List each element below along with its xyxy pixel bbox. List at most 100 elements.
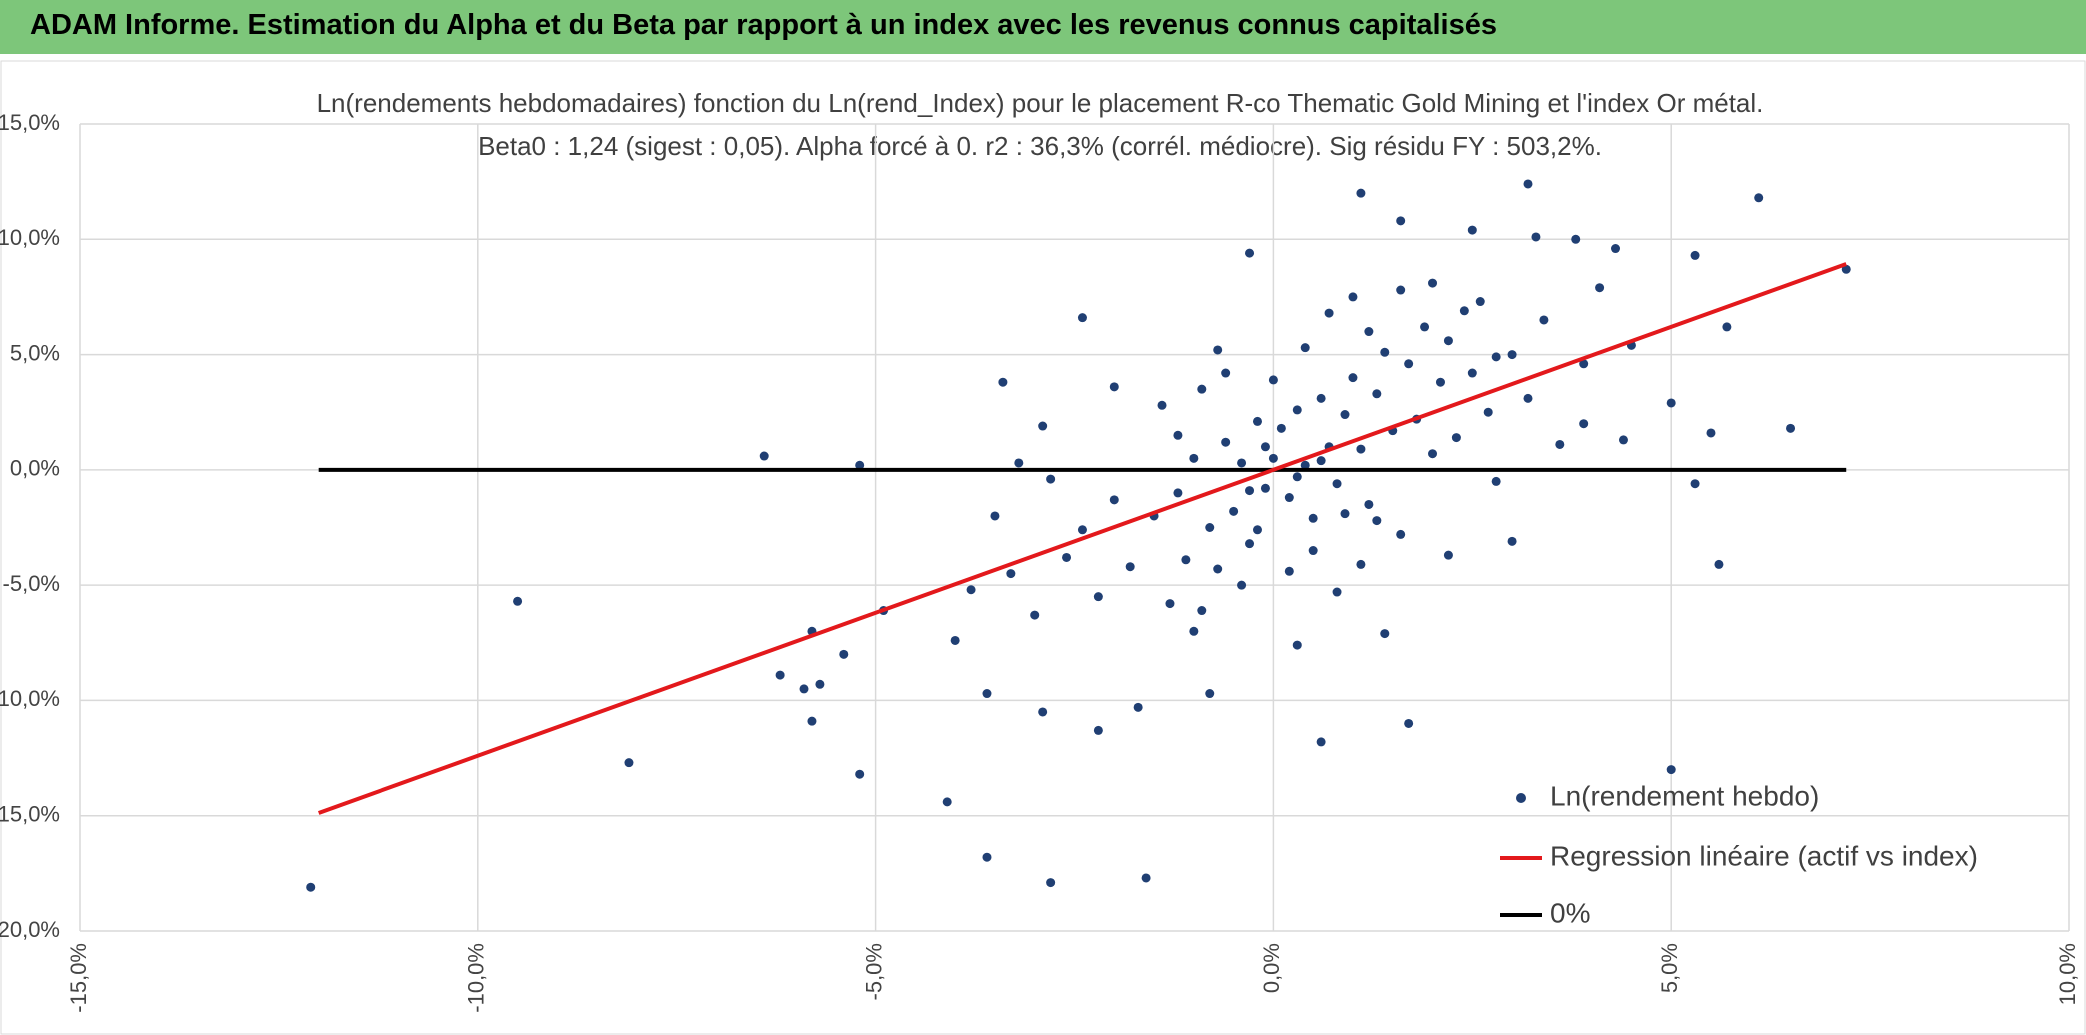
point <box>998 377 1008 387</box>
point <box>1141 873 1151 883</box>
point <box>1467 225 1477 235</box>
line <box>318 262 1847 815</box>
point <box>1038 421 1048 431</box>
point <box>1754 193 1764 203</box>
legend-label: Ln(rendement hebdo) <box>1550 780 1819 811</box>
point <box>1014 458 1024 468</box>
point <box>1690 479 1700 489</box>
point <box>1483 407 1493 417</box>
y-tick-label: 0,0% <box>10 456 60 481</box>
point <box>624 758 634 768</box>
point <box>1396 285 1406 295</box>
point <box>1300 460 1310 470</box>
point <box>1030 610 1040 620</box>
y-tick-label: 15,0% <box>0 110 60 135</box>
point <box>1507 350 1517 360</box>
legend-label: Regression linéaire (actif vs index) <box>1550 840 1978 871</box>
point <box>1046 474 1056 484</box>
point <box>1595 283 1605 293</box>
point <box>1093 725 1103 735</box>
point <box>513 596 523 606</box>
point <box>1404 359 1414 369</box>
point <box>1292 472 1302 482</box>
point <box>1348 292 1358 302</box>
point <box>1690 250 1700 260</box>
point <box>1213 564 1223 574</box>
point <box>1722 322 1732 332</box>
x-tick-label: 10,0% <box>2055 943 2080 1005</box>
point <box>1245 248 1255 258</box>
point <box>1268 453 1278 463</box>
point <box>1165 599 1175 609</box>
point <box>1077 525 1087 535</box>
point <box>759 451 769 461</box>
point <box>1260 483 1270 493</box>
point <box>1364 499 1374 509</box>
x-tick-label: -10,0% <box>464 943 489 1013</box>
point <box>1372 516 1382 526</box>
point <box>799 684 809 694</box>
point <box>1197 606 1207 616</box>
point <box>950 635 960 645</box>
point <box>1356 188 1366 198</box>
point <box>942 797 952 807</box>
point <box>1308 513 1318 523</box>
point <box>1443 550 1453 560</box>
point <box>1268 375 1278 385</box>
point <box>982 689 992 699</box>
point <box>1491 476 1501 486</box>
point <box>1038 707 1048 717</box>
point <box>1260 442 1270 452</box>
x-tick-label: 0,0% <box>1259 943 1284 993</box>
point <box>1276 423 1286 433</box>
point <box>855 769 865 779</box>
point <box>1404 718 1414 728</box>
point <box>1396 216 1406 226</box>
legend-marker <box>1516 793 1526 803</box>
point <box>1284 493 1294 503</box>
point <box>1451 433 1461 443</box>
header: ADAM Informe. Estimation du Alpha et du … <box>0 0 2086 54</box>
point <box>1611 244 1621 254</box>
point <box>1340 410 1350 420</box>
point <box>1157 400 1167 410</box>
point <box>1300 343 1310 353</box>
point <box>855 460 865 470</box>
x-tick-label: -5,0% <box>861 943 886 1000</box>
point <box>1316 393 1326 403</box>
chart: Ln(rendements hebdomadaires) fonction du… <box>0 60 2086 1035</box>
point <box>1229 506 1239 516</box>
y-tick-label: -15,0% <box>0 802 60 827</box>
point <box>1531 232 1541 242</box>
point <box>1316 737 1326 747</box>
point <box>1221 368 1231 378</box>
point <box>1340 509 1350 519</box>
point <box>1125 562 1135 572</box>
point <box>966 585 976 595</box>
point <box>1109 495 1119 505</box>
point <box>1197 384 1207 394</box>
point <box>1666 398 1676 408</box>
point <box>1714 559 1724 569</box>
chart-subtitle: Beta0 : 1,24 (sigest : 0,05). Alpha forc… <box>478 131 1602 161</box>
point <box>1109 382 1119 392</box>
point <box>1555 439 1565 449</box>
point <box>1332 479 1342 489</box>
point <box>1205 689 1215 699</box>
point <box>982 852 992 862</box>
point <box>1443 336 1453 346</box>
point <box>1491 352 1501 362</box>
point <box>807 716 817 726</box>
point <box>1467 368 1477 378</box>
point <box>1292 640 1302 650</box>
point <box>1046 878 1056 888</box>
point <box>1062 552 1072 562</box>
point <box>1523 179 1533 189</box>
point <box>775 670 785 680</box>
point <box>1523 393 1533 403</box>
point <box>1571 234 1581 244</box>
point <box>1252 525 1262 535</box>
point <box>1539 315 1549 325</box>
x-tick-label: 5,0% <box>1657 943 1682 993</box>
